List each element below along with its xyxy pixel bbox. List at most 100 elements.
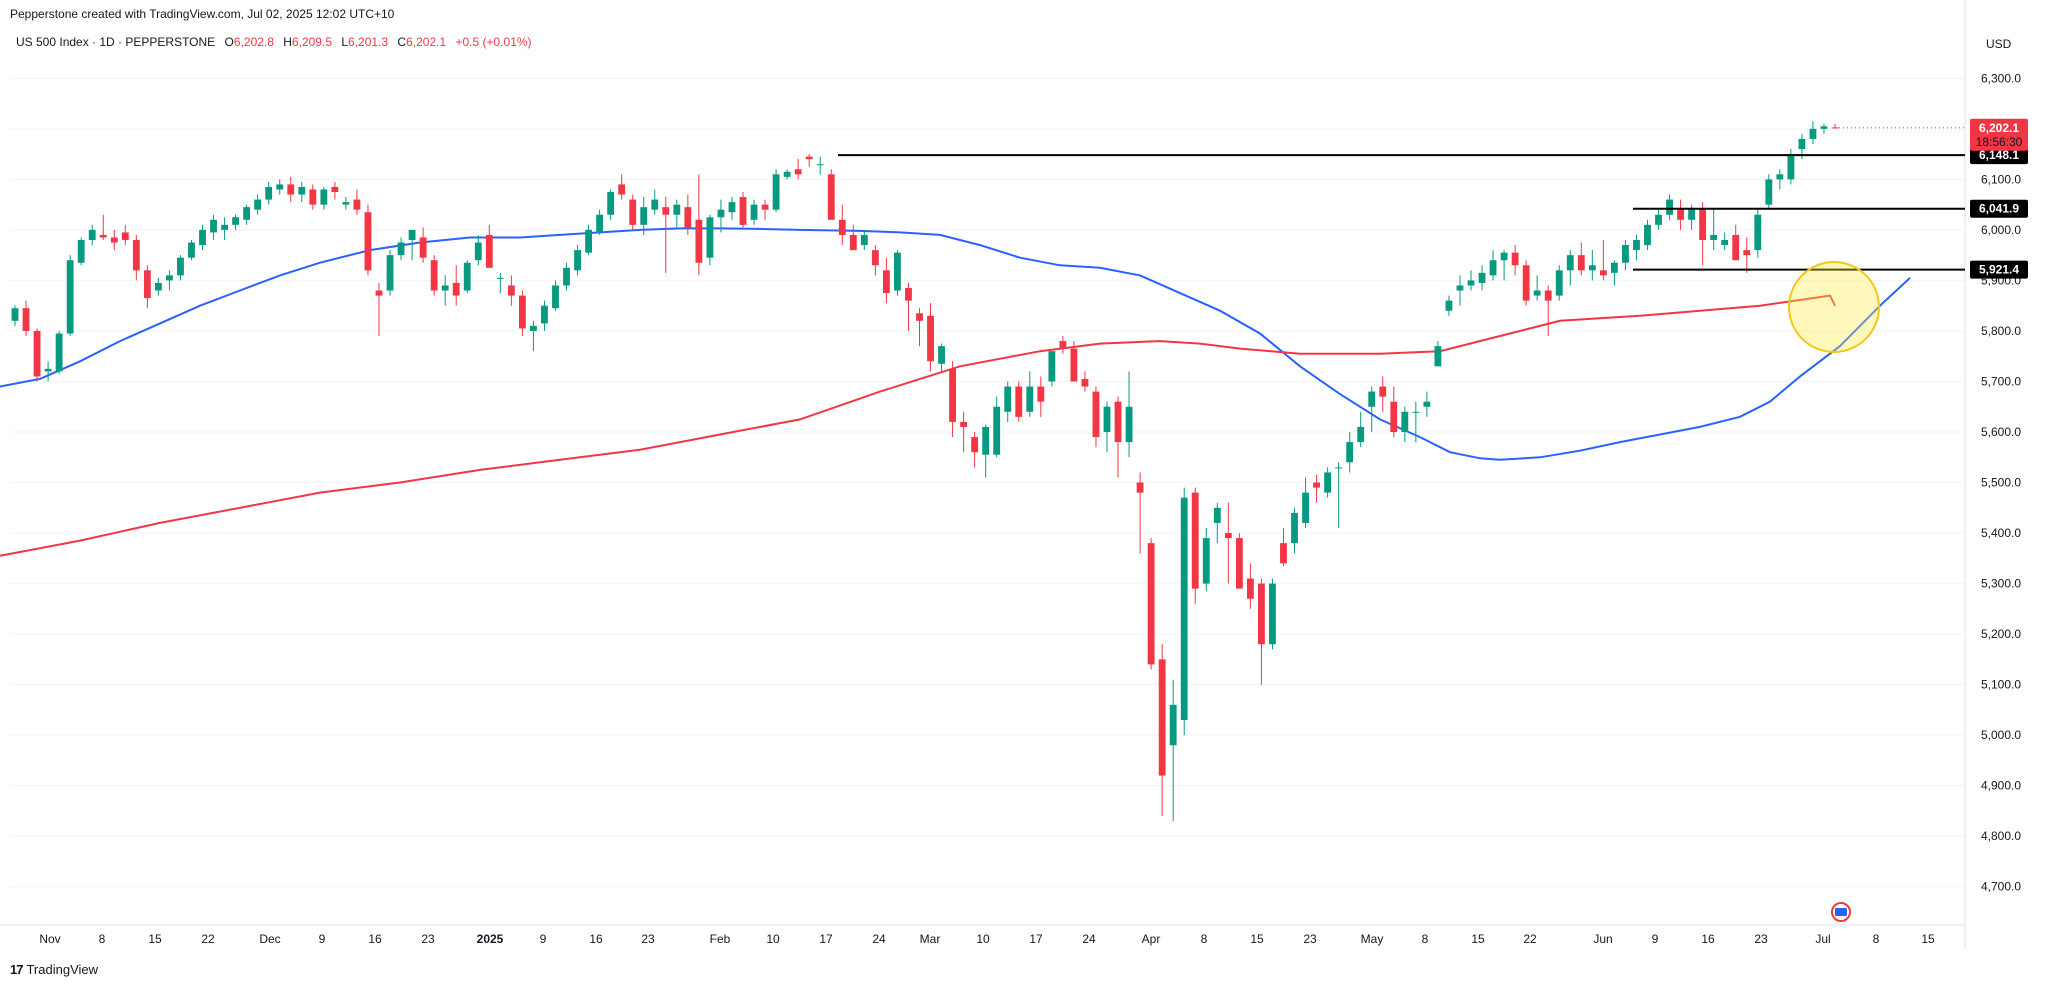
candle-body [1754, 214, 1762, 251]
candle-body [993, 406, 1001, 455]
candle-body [1809, 128, 1817, 139]
x-tick-label: 15 [1250, 932, 1264, 946]
symbol-name[interactable]: US 500 Index · 1D · PEPPERSTONE [16, 35, 216, 49]
candle-body [894, 252, 901, 291]
candle-body [695, 219, 703, 263]
y-tick-label: 5,600.0 [1981, 425, 2021, 439]
y-tick-label: 5,300.0 [1981, 577, 2021, 591]
x-tick-label: 8 [1201, 932, 1208, 946]
candle-body [397, 242, 405, 256]
candle-body [254, 199, 262, 210]
x-tick-label: 23 [641, 932, 655, 946]
candle-body [1544, 290, 1552, 301]
x-tick-label: 15 [1921, 932, 1935, 946]
low-value: 6,201.3 [348, 35, 389, 49]
x-tick-label: 24 [872, 932, 886, 946]
candle-body [496, 277, 504, 279]
candle-body [982, 426, 990, 455]
candle-body [1070, 348, 1078, 382]
candle-body [761, 204, 769, 210]
candle-body [441, 285, 449, 291]
candle-body [662, 207, 670, 215]
candle-body [1423, 401, 1431, 407]
candle-body [871, 250, 879, 266]
candle-body [199, 229, 206, 246]
ma-fast-line [0, 227, 1911, 461]
x-tick-label: 2025 [477, 932, 504, 946]
candle-body [1026, 386, 1034, 412]
candle-body [88, 229, 96, 240]
candle-body [541, 305, 548, 324]
x-tick-label: 22 [201, 932, 215, 946]
candle-body [916, 313, 923, 321]
candle-body [728, 202, 736, 213]
candle-body [960, 421, 968, 427]
candle-body [1743, 250, 1751, 256]
candle-body [805, 156, 813, 160]
candle-body [772, 174, 780, 210]
candle-body [177, 257, 184, 276]
candle-body [1224, 533, 1232, 539]
candle-body [452, 282, 460, 296]
y-tick-label: 5,700.0 [1981, 374, 2021, 388]
candle-body [1401, 411, 1409, 432]
candle-body [618, 184, 626, 195]
candle-body [485, 234, 493, 268]
x-tick-label: 23 [421, 932, 435, 946]
candle-body [1688, 209, 1696, 220]
candle-body [1820, 126, 1828, 129]
candle-body [1191, 492, 1199, 589]
x-tick-label: Feb [710, 932, 731, 946]
candle-body [1566, 255, 1574, 271]
x-tick-label: 8 [1873, 932, 1880, 946]
candle-body [1677, 209, 1684, 220]
candle-body [1125, 406, 1133, 443]
y-tick-label: 5,000.0 [1981, 728, 2021, 742]
candle-body [22, 308, 30, 331]
candle-body [1732, 234, 1740, 261]
candle-body [320, 189, 328, 205]
candle-body [1180, 497, 1188, 720]
candle-body [1357, 426, 1365, 443]
candle-body [309, 189, 317, 205]
currency-label[interactable]: USD [1986, 37, 2012, 51]
candle-body [1622, 245, 1629, 263]
candle-body [706, 217, 714, 258]
candle-body [1147, 543, 1155, 665]
candle-body [1037, 386, 1045, 402]
candle-body [1434, 346, 1442, 367]
candle-body [1390, 401, 1398, 432]
candle-body [794, 169, 802, 175]
candle-body [188, 242, 195, 258]
candle-body [1522, 265, 1530, 301]
x-tick-label: 15 [148, 932, 162, 946]
candle-body [1588, 265, 1596, 271]
candle-body [927, 315, 934, 362]
open-label: O [224, 35, 234, 49]
candle-body [364, 212, 372, 271]
candle-body [463, 262, 471, 291]
candle-body [717, 209, 725, 218]
candle-body [1699, 209, 1707, 240]
candle-body [408, 229, 416, 240]
candle-body [629, 199, 637, 225]
candle-body [1765, 179, 1773, 205]
candle-body [1776, 174, 1784, 180]
candle-body [1235, 538, 1243, 589]
candle-body [1577, 255, 1585, 271]
candle-body [1633, 240, 1640, 251]
x-tick-label: Dec [259, 932, 280, 946]
candle-body [342, 202, 350, 205]
candle-body [44, 368, 52, 372]
x-tick-label: May [1361, 932, 1384, 946]
tradingview-logo[interactable]: 17 TradingView [10, 962, 98, 977]
candle-body [1610, 262, 1618, 273]
candle-body [276, 184, 284, 190]
candle-body [739, 197, 747, 225]
candle-body [1478, 272, 1486, 283]
low-label: L [341, 35, 349, 49]
x-tick-label: Mar [920, 932, 941, 946]
x-tick-label: 8 [1422, 932, 1429, 946]
candle-body [882, 270, 890, 294]
